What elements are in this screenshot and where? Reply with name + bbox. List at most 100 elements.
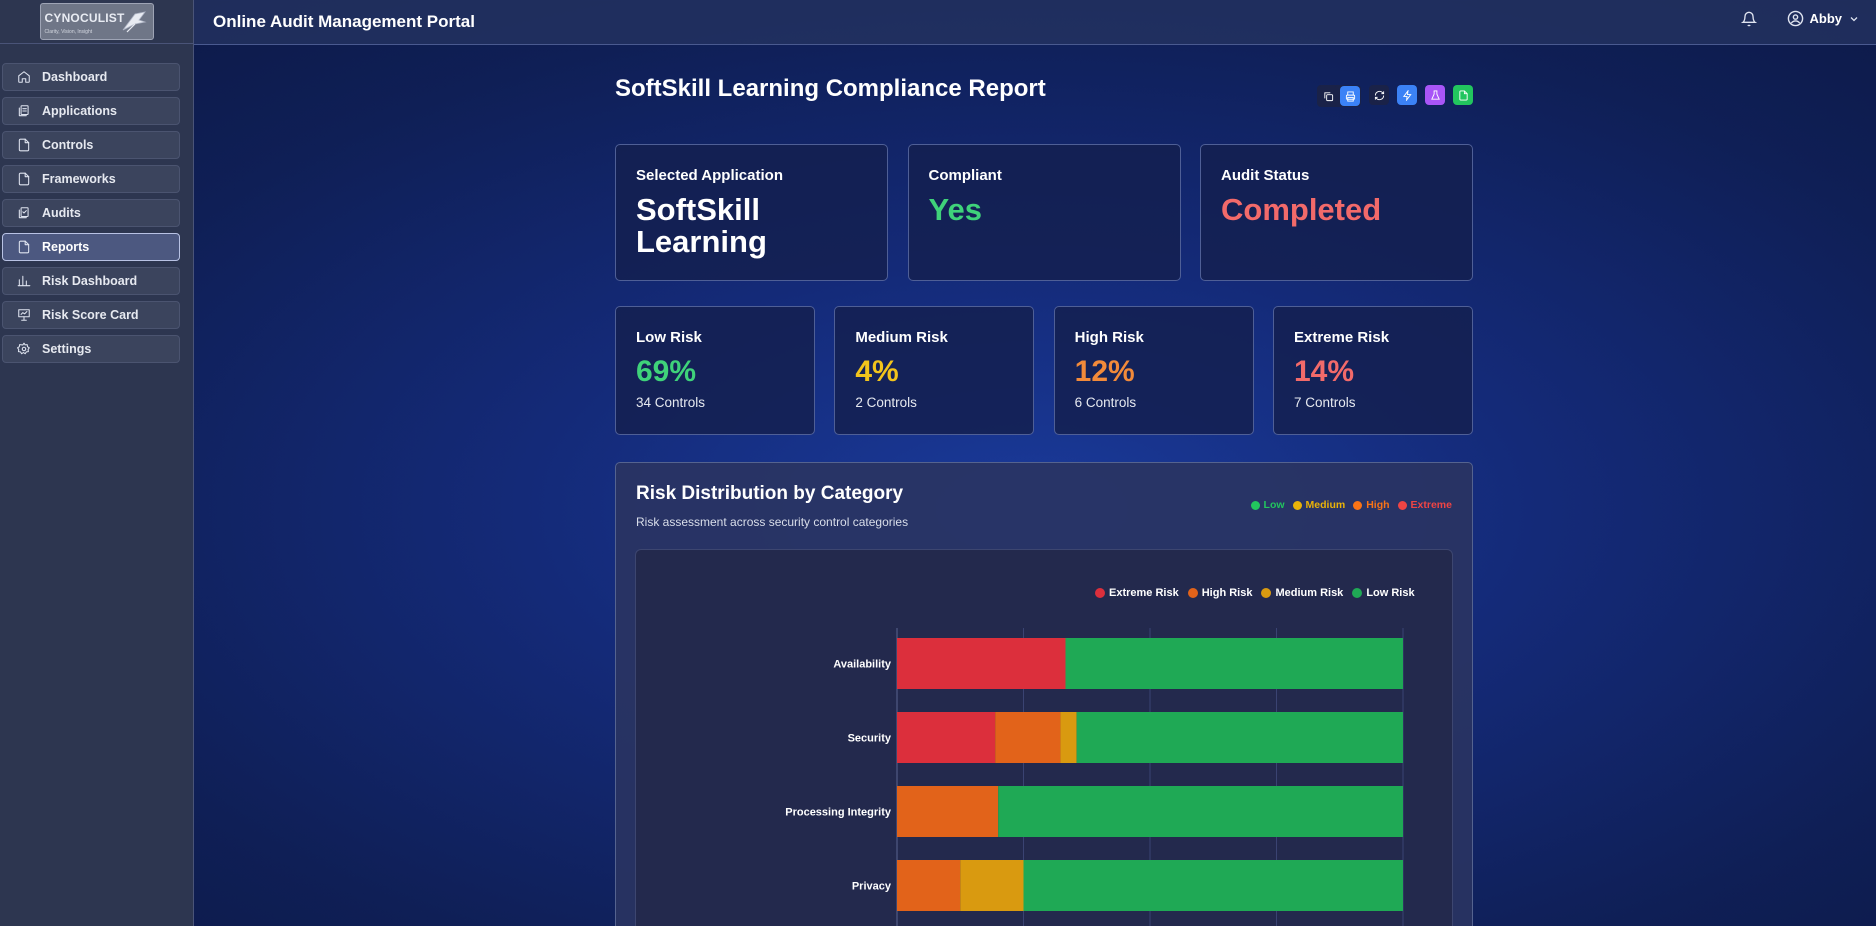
top-header: Online Audit Management Portal Abby: [194, 0, 1876, 45]
legend-label: Medium Risk: [1275, 587, 1344, 599]
export-file-button[interactable]: [1453, 85, 1473, 105]
legend-label: Low: [1263, 499, 1285, 511]
card-label: Compliant: [928, 167, 1002, 184]
sidebar-item-label: Applications: [42, 104, 118, 118]
legend-dot: [1353, 500, 1363, 510]
refresh-button[interactable]: [1369, 85, 1389, 105]
sidebar-item-settings[interactable]: Settings: [2, 335, 180, 363]
legend-label: Medium: [1305, 499, 1346, 511]
panel-subtitle: Risk assessment across security control …: [636, 515, 909, 529]
sidebar-item-risk-dashboard[interactable]: Risk Dashboard: [2, 267, 180, 295]
presentation-icon: [18, 309, 30, 321]
sidebar-item-controls[interactable]: Controls: [2, 131, 180, 159]
legend-label: High: [1366, 499, 1390, 511]
legend-item-extreme: Extreme: [1397, 499, 1452, 511]
legend-dot: [1250, 500, 1260, 510]
risk-label: Extreme Risk: [1293, 329, 1390, 346]
sidebar-item-reports[interactable]: Reports: [2, 233, 180, 261]
legend-label: Low Risk: [1366, 587, 1415, 599]
summary-cards: Selected Application SoftSkill Learning …: [615, 144, 1473, 281]
user-menu[interactable]: Abby: [1787, 10, 1867, 27]
sidebar-item-label: Dashboard: [42, 70, 108, 84]
risk-percent: 4%: [855, 355, 899, 388]
risk-card-low-risk: Low Risk 69% 34 Controls: [615, 306, 815, 435]
gear-icon: [17, 342, 30, 355]
bar-segment-extreme-risk[interactable]: [897, 638, 1066, 689]
category-tick-label: Security: [848, 733, 892, 745]
selected-application-value: SoftSkill Learning: [636, 192, 767, 259]
user-name: Abby: [1809, 11, 1843, 26]
logo-text: CYNOCULIST: [44, 10, 125, 25]
sidebar-item-frameworks[interactable]: Frameworks: [2, 165, 180, 193]
risk-control-count: 6 Controls: [1074, 395, 1137, 410]
bar-segment-medium-risk[interactable]: [960, 860, 1024, 911]
view-toggle-group: [1317, 85, 1361, 107]
bell-icon[interactable]: [1740, 11, 1757, 27]
logo[interactable]: CYNOCULIST Clarity, Vision, Insight: [39, 3, 154, 40]
file-icon: [1458, 89, 1468, 101]
risk-control-count: 7 Controls: [1293, 395, 1356, 410]
sidebar-item-label: Audits: [42, 206, 81, 220]
risk-label: Medium Risk: [855, 329, 948, 346]
copy-button[interactable]: [1318, 86, 1338, 106]
legend-label: High Risk: [1201, 587, 1253, 599]
logo-subtitle: Clarity, Vision, Insight: [44, 28, 93, 35]
legend-dot: [1397, 500, 1407, 510]
legend-item-medium: Medium: [1292, 499, 1346, 511]
chart-legend-item[interactable]: Low Risk: [1352, 587, 1415, 599]
bar-segment-low-risk[interactable]: [1065, 638, 1403, 689]
print-button[interactable]: [1340, 86, 1360, 106]
card-label: Audit Status: [1221, 167, 1310, 184]
bar-segment-low-risk[interactable]: [998, 786, 1403, 837]
lightning-icon: [1402, 89, 1412, 101]
sidebar-nav: Dashboard Applications Controls Frameworks A…: [0, 63, 193, 363]
bar-segment-medium-risk[interactable]: [1060, 712, 1077, 763]
compliant-value: Yes: [928, 192, 982, 227]
legend-item-high: High: [1353, 499, 1390, 511]
chart-legend-item[interactable]: Extreme Risk: [1095, 587, 1179, 599]
printer-icon: [1345, 90, 1355, 102]
bar-segment-low-risk[interactable]: [1023, 860, 1404, 911]
risk-percent: 14%: [1293, 355, 1355, 388]
document-icon: [18, 172, 30, 186]
document-icon: [18, 240, 30, 254]
selected-application-card: Selected Application SoftSkill Learning: [615, 144, 888, 281]
panel-legend: Low Medium High Extreme: [1243, 499, 1452, 511]
legend-item-low: Low: [1250, 499, 1285, 511]
sidebar-item-applications[interactable]: Applications: [2, 97, 180, 125]
bar-chart-icon: [17, 275, 31, 287]
sidebar-item-label: Risk Score Card: [42, 308, 139, 322]
risk-card-medium-risk: Medium Risk 4% 2 Controls: [834, 306, 1035, 435]
bar-segment-high-risk[interactable]: [897, 860, 961, 911]
quick-action-button[interactable]: [1397, 85, 1417, 105]
sidebar-item-risk-score-card[interactable]: Risk Score Card: [2, 301, 180, 329]
chart-legend-item[interactable]: High Risk: [1187, 587, 1253, 599]
risk-label: High Risk: [1074, 329, 1144, 346]
audit-status-card: Audit Status Completed: [1200, 144, 1473, 281]
stacked-bar-chart: Availability Security Processing Integrity…: [785, 628, 1404, 926]
page-title: SoftSkill Learning Compliance Report: [615, 75, 1046, 102]
applications-icon: [18, 105, 29, 117]
home-icon: [18, 71, 30, 83]
test-button[interactable]: [1425, 85, 1445, 105]
bar-segment-low-risk[interactable]: [1076, 712, 1403, 763]
chart-legend-item[interactable]: Medium Risk: [1261, 587, 1343, 599]
bar-segment-high-risk[interactable]: [995, 712, 1061, 763]
card-label: Selected Application: [636, 167, 783, 184]
flask-icon: [1430, 89, 1440, 100]
risk-card-extreme-risk: Extreme Risk 14% 7 Controls: [1272, 306, 1473, 435]
legend-dot: [1292, 500, 1302, 510]
audits-icon: [18, 207, 29, 219]
sidebar-item-audits[interactable]: Audits: [2, 199, 180, 227]
legend-dot: [1352, 588, 1363, 598]
legend-dot: [1095, 588, 1105, 598]
bar-segment-high-risk[interactable]: [897, 786, 999, 837]
bar-segment-extreme-risk[interactable]: [897, 712, 996, 763]
category-tick-label: Privacy: [852, 881, 892, 893]
sidebar: CYNOCULIST Clarity, Vision, Insight Dash…: [0, 0, 194, 926]
sidebar-item-dashboard[interactable]: Dashboard: [2, 63, 180, 91]
risk-percent: 69%: [636, 355, 697, 388]
risk-card-high-risk: High Risk 12% 6 Controls: [1053, 306, 1254, 435]
sidebar-item-label: Risk Dashboard: [42, 274, 138, 288]
risk-cards: Low Risk 69% 34 Controls Medium Risk 4% 2 Con…: [615, 306, 1473, 435]
